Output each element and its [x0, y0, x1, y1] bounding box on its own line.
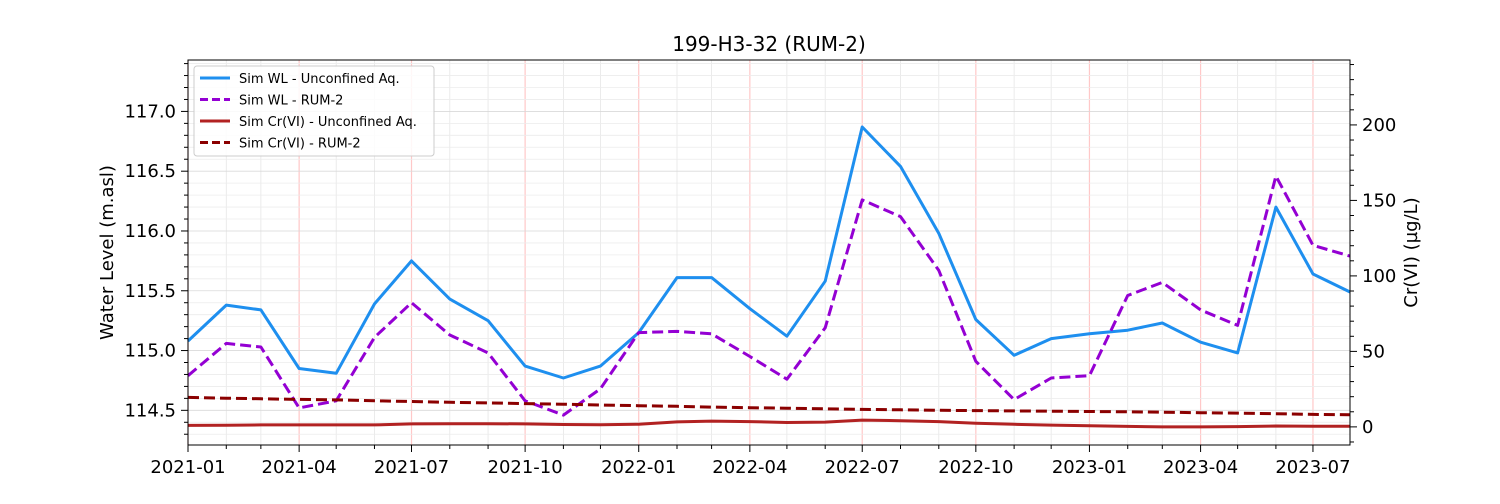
y-tick-label: 115.5 [124, 281, 176, 302]
x-tick-label: 2021-07 [374, 457, 449, 478]
series-group [186, 125, 1351, 429]
x-tick-label: 2023-04 [1163, 457, 1238, 478]
legend-label: Sim Cr(VI) - RUM-2 [239, 137, 361, 152]
y-axis-title: Water Level (m.asl) [97, 165, 118, 340]
series-line [187, 174, 1351, 417]
y2-tick-label: 150 [1362, 190, 1396, 211]
x-tick-label: 2021-04 [262, 457, 337, 478]
plot-frame [187, 59, 1351, 446]
legend-label: Sim WL - Unconfined Aq. [239, 72, 400, 87]
chart-title: 199-H3-32 (RUM-2) [672, 32, 866, 56]
y2-axis-title: Cr(VI) (µg/L) [1401, 197, 1422, 307]
axes: 2021-01 2021-04 2021-07 2021-10 2022-01 2022-… [124, 63, 1396, 478]
legend-label: Sim Cr(VI) - Unconfined Aq. [239, 115, 417, 130]
y-tick-label: 116.5 [124, 161, 176, 182]
y-tick-label: 117.0 [124, 101, 176, 122]
legend-box [193, 65, 435, 157]
x-tick-label: 2021-01 [150, 457, 225, 478]
y2-tick-label: 200 [1362, 115, 1396, 136]
x-tick-label: 2023-07 [1275, 457, 1350, 478]
y-tick-label: 114.5 [124, 400, 176, 421]
y-tick-label: 116.0 [124, 221, 176, 242]
x-tick-label: 2022-04 [712, 457, 787, 478]
series-line [186, 125, 1351, 380]
x-tick-label: 2022-01 [601, 457, 676, 478]
y2-tick-label: 0 [1362, 417, 1373, 438]
y2-tick-label: 50 [1362, 341, 1385, 362]
series-line [187, 395, 1351, 417]
y-tick-label: 115.0 [124, 341, 176, 362]
series-line [187, 418, 1350, 429]
x-tick-label: 2022-10 [938, 457, 1013, 478]
x-tick-label: 2022-07 [825, 457, 900, 478]
legend-label: Sim WL - RUM-2 [239, 94, 343, 109]
legend: Sim WL - Unconfined Aq. Sim WL - RUM-2 Sim… [193, 65, 435, 157]
y2-tick-label: 100 [1362, 266, 1396, 287]
x-tick-label: 2023-01 [1052, 457, 1127, 478]
x-tick-label: 2021-10 [488, 457, 563, 478]
